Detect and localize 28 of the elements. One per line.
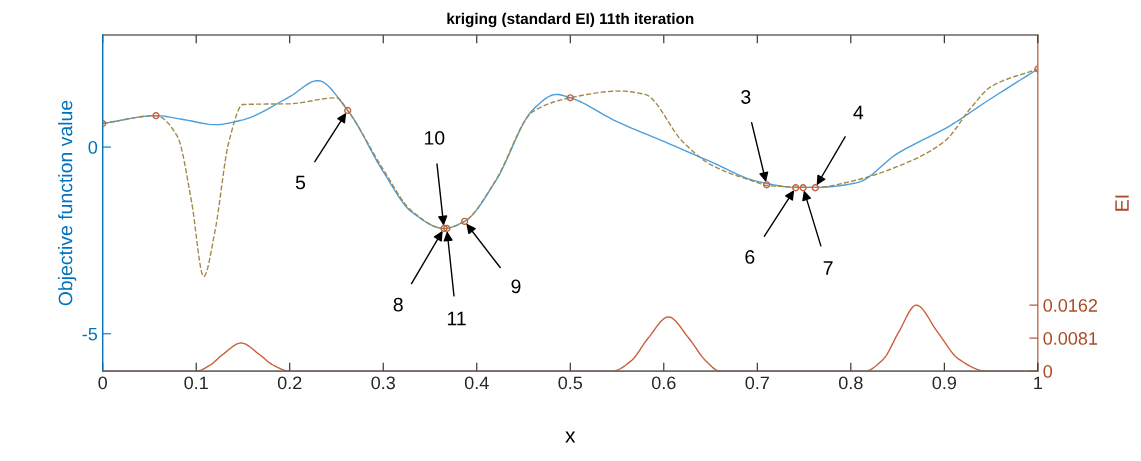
x-tick-label: 0.2 [277,376,302,390]
annotation: 10 [424,131,445,145]
y2-tick-label: 0 [1043,365,1053,378]
annotation: 11 [447,311,466,326]
x-tick-label: 1 [1034,376,1042,390]
x-tick-label: 0.4 [464,376,489,390]
y-axis-title: Objective function value [58,100,77,306]
x-tick-label: 0.5 [558,376,583,390]
x-tick-label: 0.9 [932,376,957,390]
x-tick-label: 0.7 [745,376,769,390]
x-tick-label: 0.8 [838,376,863,390]
y2-axis-title: EI [1115,195,1129,211]
annotation: 3 [741,90,751,104]
annotation: 4 [853,105,864,120]
x-tick-label: 0.6 [651,376,676,390]
annotation: 7 [823,261,833,275]
y-tick-label: -5 [82,327,98,341]
chart-title: kriging (standard EI) 11th iteration [447,12,694,28]
x-tick-label: 0.1 [184,376,208,390]
y2-tick-label: 0.0081 [1043,332,1098,345]
annotation: 5 [295,175,306,190]
x-axis-title: x [565,431,576,443]
annotation: 6 [745,250,755,264]
x-tick-label: 0 [98,376,107,390]
annotation: 8 [393,297,403,312]
annotation: 9 [511,279,521,294]
x-tick-label: 0.3 [371,376,395,390]
y2-tick-label: 0.0162 [1043,299,1098,312]
